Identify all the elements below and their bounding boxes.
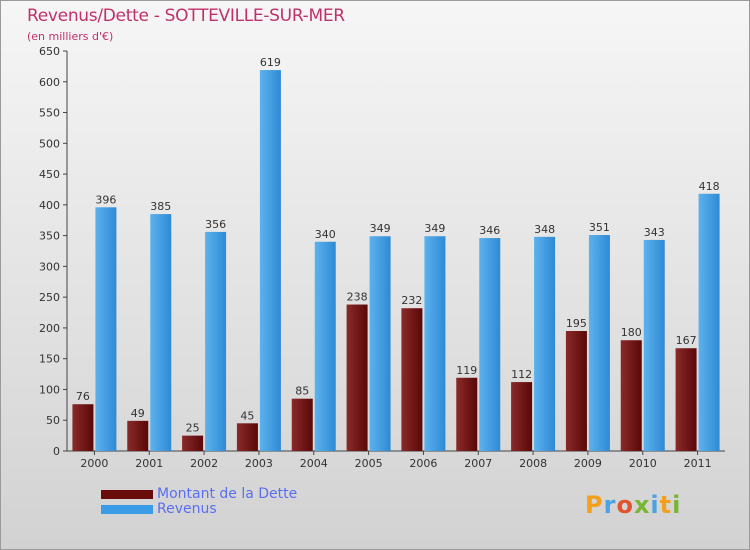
- data-label-dette: 119: [456, 364, 477, 377]
- bar-revenus: [643, 239, 665, 451]
- x-tick-label: 2003: [245, 457, 273, 470]
- legend: Montant de la Dette Revenus: [101, 487, 297, 517]
- data-label-dette: 238: [347, 291, 368, 304]
- data-label-dette: 167: [676, 334, 697, 347]
- legend-swatch-revenus: [101, 505, 153, 514]
- y-tick-label: 50: [46, 414, 60, 427]
- bar-revenus: [369, 236, 391, 451]
- data-label-dette: 76: [76, 390, 90, 403]
- bar-dette: [127, 420, 149, 451]
- data-label-revenus: 348: [534, 223, 555, 236]
- data-label-dette: 232: [401, 294, 422, 307]
- bar-dette: [72, 404, 94, 451]
- logo-letter: o: [616, 491, 634, 519]
- y-tick-label: 450: [39, 168, 60, 181]
- y-tick-label: 600: [39, 76, 60, 89]
- x-tick-label: 2004: [300, 457, 328, 470]
- bar-dette: [620, 340, 642, 451]
- y-tick-label: 650: [39, 45, 60, 58]
- x-tick-label: 2000: [80, 457, 108, 470]
- data-label-revenus: 385: [150, 200, 171, 213]
- legend-label-revenus: Revenus: [157, 501, 217, 517]
- legend-swatch-dette: [101, 490, 153, 499]
- legend-item-dette: Montant de la Dette: [101, 487, 297, 502]
- x-tick-label: 2002: [190, 457, 218, 470]
- x-tick-label: 2001: [135, 457, 163, 470]
- bar-dette: [346, 304, 368, 451]
- data-label-dette: 25: [186, 422, 200, 435]
- bar-revenus: [424, 236, 446, 451]
- x-tick-label: 2009: [574, 457, 602, 470]
- data-label-revenus: 418: [699, 180, 720, 193]
- bar-revenus: [259, 70, 281, 452]
- bar-revenus: [588, 235, 610, 451]
- bar-dette: [511, 382, 533, 451]
- x-tick-label: 2005: [355, 457, 383, 470]
- y-tick-label: 100: [39, 383, 60, 396]
- logo-letter: r: [603, 491, 617, 519]
- bar-revenus: [95, 207, 117, 451]
- bar-dette: [236, 423, 258, 451]
- x-tick-label: 2010: [629, 457, 657, 470]
- y-tick-label: 150: [39, 353, 60, 366]
- data-label-revenus: 340: [315, 228, 336, 241]
- bar-revenus: [205, 231, 227, 451]
- logo-letter: P: [585, 491, 604, 519]
- data-label-dette: 49: [131, 407, 145, 420]
- data-label-revenus: 349: [370, 222, 391, 235]
- bar-dette: [675, 348, 697, 451]
- bar-revenus: [314, 241, 336, 451]
- logo-letter: i: [650, 491, 660, 519]
- legend-item-revenus: Revenus: [101, 502, 297, 517]
- data-label-revenus: 349: [424, 222, 445, 235]
- bar-dette: [565, 331, 587, 451]
- data-label-revenus: 356: [205, 218, 226, 231]
- bar-revenus: [150, 214, 172, 451]
- data-label-dette: 45: [240, 409, 254, 422]
- x-tick-label: 2008: [519, 457, 547, 470]
- bar-dette: [291, 398, 313, 451]
- x-tick-label: 2006: [409, 457, 437, 470]
- data-label-dette: 180: [621, 326, 642, 339]
- y-tick-label: 200: [39, 322, 60, 335]
- y-tick-label: 0: [53, 445, 60, 458]
- bar-dette: [182, 435, 204, 451]
- y-tick-label: 300: [39, 260, 60, 273]
- bar-revenus: [534, 236, 556, 451]
- data-label-revenus: 343: [644, 226, 665, 239]
- y-tick-label: 550: [39, 107, 60, 120]
- y-tick-label: 250: [39, 291, 60, 304]
- y-tick-label: 350: [39, 230, 60, 243]
- bar-revenus: [479, 238, 501, 451]
- logo-letter: i: [672, 491, 682, 519]
- data-label-revenus: 619: [260, 56, 281, 69]
- chart-subtitle: (en milliers d'€): [27, 30, 114, 43]
- data-label-dette: 85: [295, 385, 309, 398]
- x-tick-label: 2011: [684, 457, 712, 470]
- bar-dette: [401, 308, 423, 451]
- bar-revenus: [698, 193, 720, 451]
- data-label-dette: 112: [511, 368, 532, 381]
- logo-letter: t: [659, 491, 673, 519]
- data-label-revenus: 346: [479, 224, 500, 237]
- x-tick-label: 2007: [464, 457, 492, 470]
- data-label-revenus: 396: [95, 193, 116, 206]
- data-label-revenus: 351: [589, 221, 610, 234]
- chart-title: Revenus/Dette - SOTTEVILLE-SUR-MER: [27, 6, 345, 26]
- legend-label-dette: Montant de la Dette: [157, 486, 298, 502]
- bar-dette: [456, 377, 478, 451]
- logo-letter: x: [633, 491, 651, 519]
- y-tick-label: 400: [39, 199, 60, 212]
- proxiti-logo: Proxiti: [585, 491, 681, 519]
- y-tick-label: 500: [39, 137, 60, 150]
- data-label-dette: 195: [566, 317, 587, 330]
